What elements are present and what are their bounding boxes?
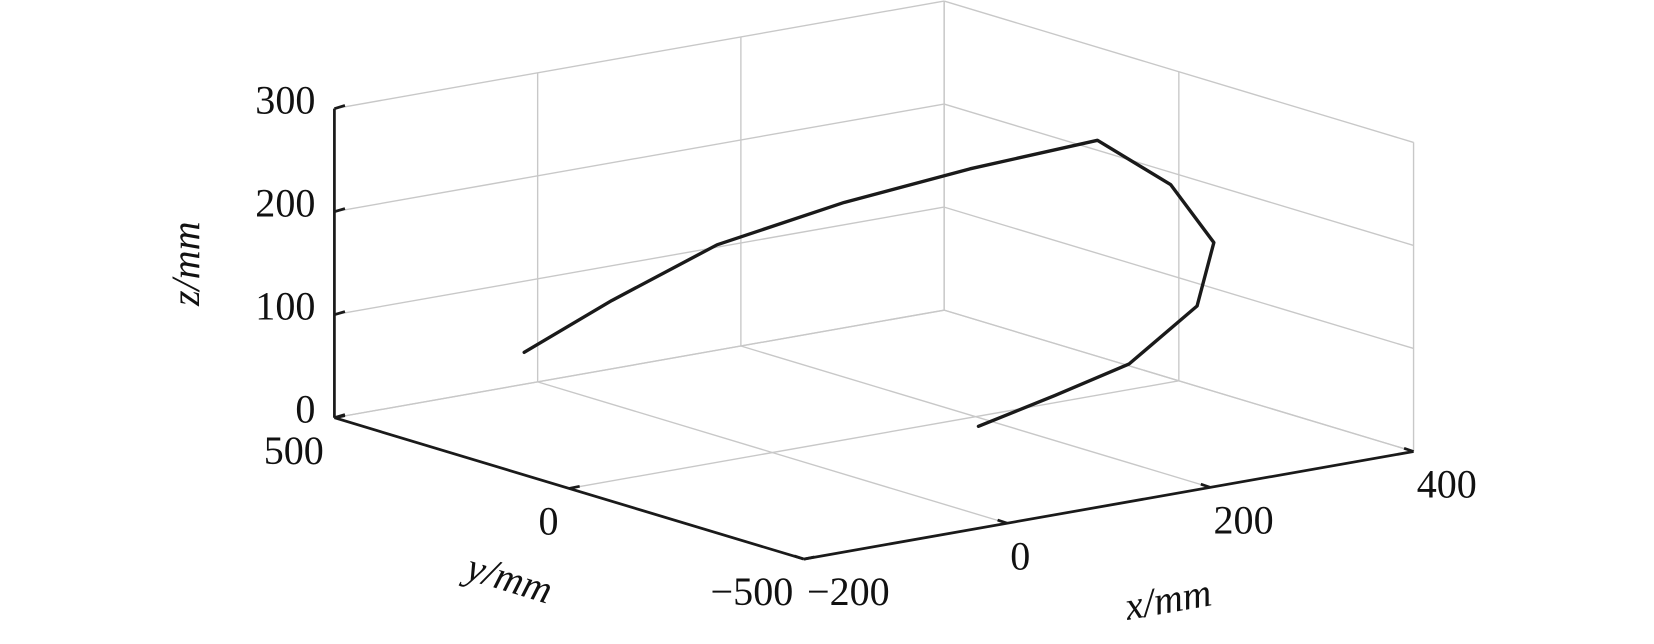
x-tick-label: −200 [807, 569, 890, 614]
z-tick-label: 0 [295, 387, 315, 432]
grid-line [943, 309, 1414, 453]
y-tick-label: 500 [264, 428, 324, 473]
x-tick-label: 200 [1213, 497, 1273, 542]
tick-mark [803, 555, 815, 561]
z-tick-label: 100 [255, 284, 315, 329]
grid-line [334, 0, 945, 110]
tick-mark [1403, 447, 1414, 453]
grid-line [943, 206, 1414, 350]
tick-mark [793, 554, 805, 561]
x-axis [803, 450, 1414, 561]
grid-line [334, 309, 945, 419]
grid-line [568, 380, 1179, 490]
grid-line [334, 103, 945, 213]
z-tick-label: 300 [255, 78, 315, 123]
tick-mark [568, 484, 580, 490]
grid-line [334, 206, 945, 316]
tick-mark [334, 104, 346, 110]
x-tick-label: 400 [1417, 462, 1477, 507]
y-tick-label: −500 [711, 569, 794, 614]
tick-mark [334, 207, 346, 213]
grid-line [943, 103, 1414, 247]
plot-area: −2000200400−50005000100200300x/mmy/mmz/m… [163, 0, 1477, 629]
tick-mark [334, 413, 346, 420]
y-axis-title: y/mm [458, 543, 558, 613]
x-axis-title: x/mm [1120, 569, 1214, 629]
tick-mark [997, 518, 1008, 525]
data-line [522, 138, 1216, 428]
grid-line [943, 0, 1414, 144]
tick-mark [334, 310, 346, 317]
x-tick-label: 0 [1010, 533, 1030, 578]
z-tick-label: 200 [255, 181, 315, 226]
tick-mark [1200, 482, 1211, 489]
z-axis-title: z/mm [163, 221, 208, 307]
y-tick-label: 0 [539, 499, 559, 544]
